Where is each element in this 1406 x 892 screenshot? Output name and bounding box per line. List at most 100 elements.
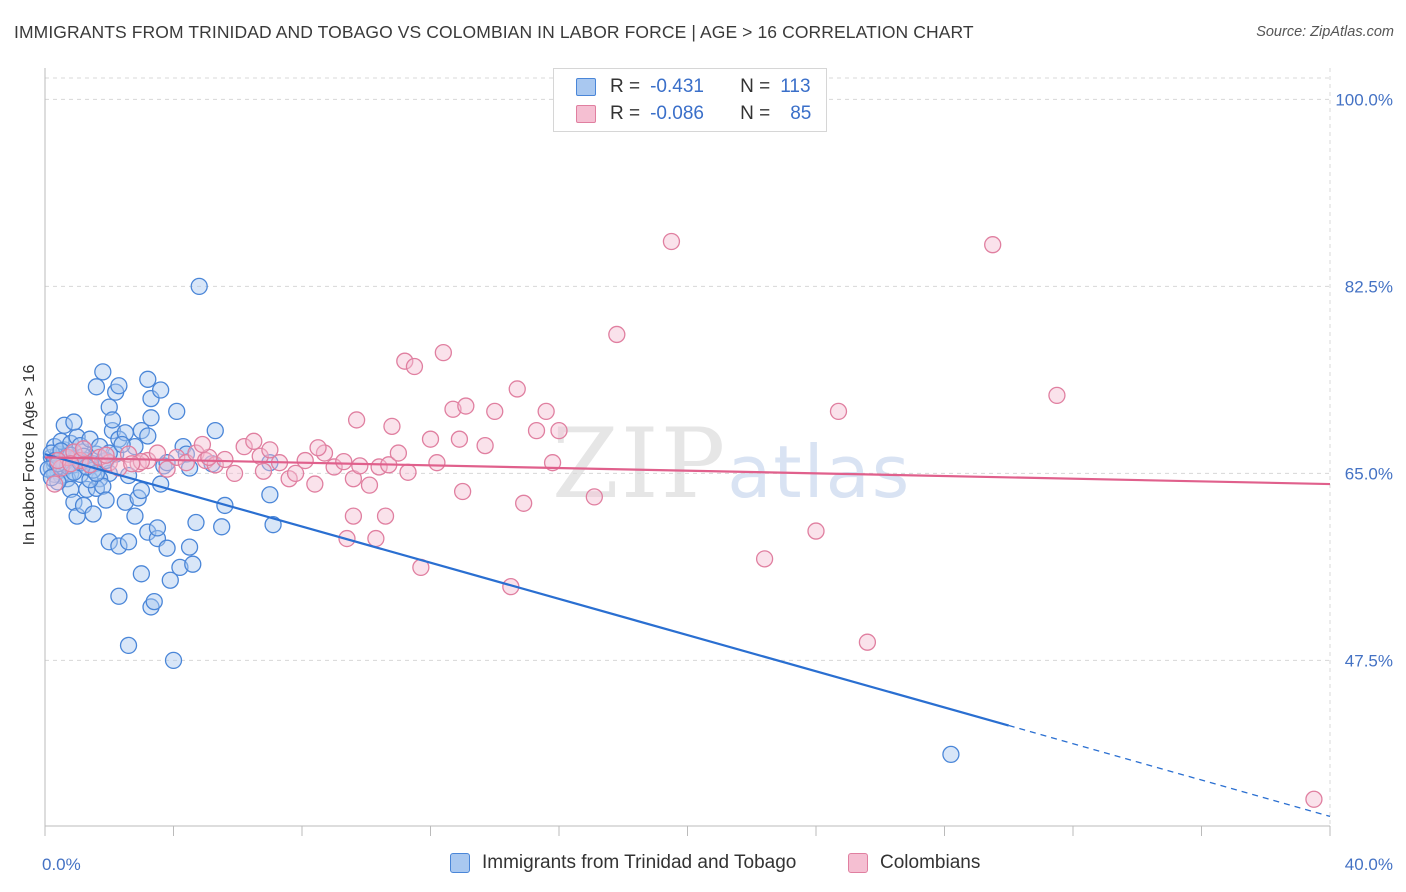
x-tick-label-max: 40.0% — [1345, 855, 1393, 874]
point-colombian — [286, 464, 305, 483]
y-tick-label: 47.5% — [1345, 651, 1393, 670]
chart-title: IMMIGRANTS FROM TRINIDAD AND TOBAGO VS C… — [14, 22, 974, 42]
legend-item-trinidad: Immigrants from Trinidad and Tobago — [450, 852, 796, 874]
point-trinidad — [84, 505, 102, 523]
legend-n-label: N = — [740, 76, 771, 97]
point-colombian — [457, 397, 475, 415]
point-colombian — [585, 488, 603, 506]
trend-line-trinidad-extension — [1008, 724, 1331, 818]
point-trinidad — [94, 363, 112, 381]
point-colombian — [367, 529, 385, 548]
point-colombian — [405, 357, 424, 376]
point-trinidad — [142, 598, 160, 616]
point-trinidad — [142, 389, 160, 408]
point-trinidad — [145, 592, 163, 611]
point-colombian — [225, 464, 244, 483]
legend-r-value: -0.086 — [650, 103, 704, 124]
point-trinidad — [126, 507, 144, 525]
point-trinidad — [168, 402, 186, 421]
legend-row-colombians: R = -0.086 N = 85 — [576, 103, 811, 125]
legend-swatch-blue — [576, 78, 596, 96]
trend-line-colombians — [44, 456, 1331, 486]
legend-label-colombians: Colombians — [880, 852, 981, 873]
legend-swatch-pink — [576, 105, 596, 123]
legend-label-trinidad: Immigrants from Trinidad and Tobago — [482, 852, 797, 873]
point-trinidad — [119, 636, 138, 655]
point-trinidad — [942, 745, 960, 764]
legend-swatch-pink — [848, 853, 868, 873]
tick-labels: 47.5% 65.0% 82.5% 100.0% 0.0% 40.0% — [42, 90, 1393, 874]
point-colombian — [527, 421, 546, 440]
point-trinidad — [110, 430, 128, 448]
point-colombian — [807, 522, 825, 540]
point-trinidad — [161, 571, 179, 589]
point-trinidad — [132, 565, 151, 583]
point-trinidad — [81, 471, 99, 489]
point-colombian — [1305, 790, 1323, 808]
point-trinidad — [213, 518, 231, 536]
point-colombian — [261, 441, 279, 459]
point-colombian — [662, 232, 681, 251]
point-colombian — [97, 446, 115, 464]
point-colombian — [351, 457, 369, 475]
point-trinidad — [110, 537, 128, 555]
legend-n-value: 85 — [790, 103, 812, 124]
point-trinidad — [142, 409, 160, 427]
legend-r-label: R = — [610, 76, 641, 97]
legend-r-label: R = — [610, 103, 641, 124]
point-colombian — [444, 400, 462, 418]
point-trinidad — [100, 398, 118, 416]
point-colombian — [45, 475, 64, 493]
point-colombian — [74, 440, 93, 458]
point-trinidad — [184, 555, 202, 573]
source-label: Source: ZipAtlas.com — [1256, 24, 1394, 40]
legend-item-colombians: Colombians — [848, 852, 980, 874]
point-colombian — [476, 436, 494, 455]
point-colombian — [984, 236, 1002, 254]
point-colombian — [235, 438, 253, 456]
point-trinidad — [103, 411, 122, 429]
y-tick-label: 65.0% — [1345, 464, 1393, 483]
series-trinidad-points — [39, 277, 960, 764]
point-trinidad — [139, 370, 157, 388]
point-colombian — [254, 462, 273, 480]
legend-row-trinidad: R = -0.431 N = 113 — [576, 76, 811, 98]
point-trinidad — [151, 381, 170, 399]
point-trinidad — [180, 538, 199, 556]
point-colombian — [309, 439, 327, 457]
legend-swatch-blue — [450, 853, 470, 873]
point-colombian — [383, 417, 401, 436]
point-trinidad — [132, 481, 151, 500]
point-trinidad — [164, 651, 183, 670]
point-trinidad — [264, 516, 282, 534]
y-tick-label: 82.5% — [1345, 277, 1393, 296]
legend-n-value: 113 — [780, 76, 811, 97]
point-colombian — [306, 475, 324, 493]
point-trinidad — [187, 513, 205, 532]
point-colombian — [543, 454, 562, 472]
point-colombian — [148, 444, 167, 462]
point-colombian — [1048, 386, 1066, 405]
point-trinidad — [100, 533, 118, 551]
axes — [44, 68, 1331, 836]
point-trinidad — [87, 378, 106, 396]
point-colombian — [347, 411, 366, 429]
point-trinidad — [158, 539, 176, 557]
point-colombian — [376, 507, 395, 525]
point-colombian — [193, 435, 212, 454]
point-colombian — [421, 430, 440, 448]
point-trinidad — [65, 413, 83, 431]
point-trinidad — [148, 519, 167, 537]
legend-n-label: N = — [740, 103, 771, 124]
point-trinidad — [113, 435, 131, 454]
point-trinidad — [55, 416, 73, 434]
point-colombian — [296, 451, 314, 470]
point-trinidad — [190, 277, 208, 296]
point-colombian — [550, 421, 568, 440]
point-colombian — [537, 402, 555, 421]
point-trinidad — [87, 479, 106, 497]
point-colombian — [344, 507, 363, 525]
point-colombian — [168, 448, 186, 466]
point-colombian — [158, 460, 176, 478]
